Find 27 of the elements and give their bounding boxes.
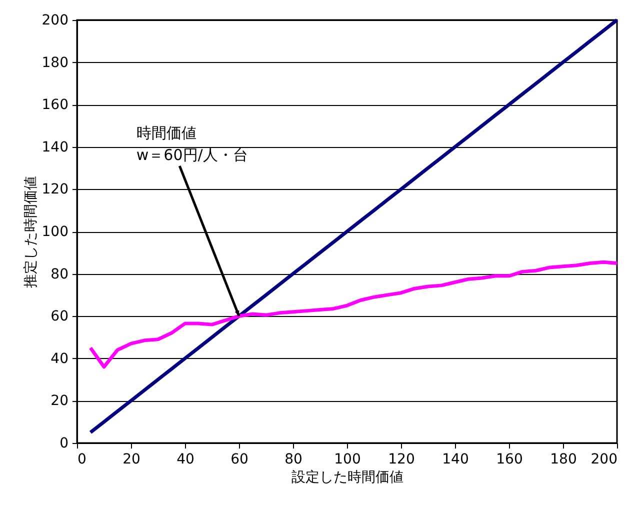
x-tick-label: 100 [334, 452, 361, 468]
x-tick-label: 160 [496, 452, 523, 468]
x-tick-label: 180 [550, 452, 577, 468]
annotation: 時間価値 w＝60円/人・台 [136, 124, 248, 164]
y-tick-label: 140 [42, 139, 68, 156]
y-tick-label: 200 [42, 12, 68, 28]
y-tick-label: 20 [50, 393, 68, 410]
line-series [88, 260, 619, 369]
line-series [88, 18, 619, 434]
y-tick-label: 80 [50, 266, 68, 282]
y-tick-label: 180 [42, 54, 68, 71]
y-tick-label: 0 [60, 436, 68, 452]
y-axis-title: 推定した時間価値 [22, 176, 39, 288]
x-tick-label: 140 [442, 452, 469, 468]
y-tick-label: 60 [50, 308, 68, 325]
x-tick-label: 20 [122, 452, 140, 468]
x-tick-label: 0 [78, 452, 86, 468]
y-tick-label: 120 [42, 182, 68, 198]
y-tick-label: 100 [42, 224, 68, 240]
y-tick-label: 40 [50, 350, 68, 367]
x-tick-label: 60 [230, 452, 248, 468]
x-tick-label: 40 [176, 452, 194, 468]
y-tick-label: 160 [42, 97, 68, 114]
x-tick-label: 120 [388, 452, 415, 468]
x-axis-title: 設定した時間価値 [292, 470, 404, 486]
x-tick-label: 200 [590, 452, 618, 468]
x-tick-label: 80 [284, 452, 302, 468]
